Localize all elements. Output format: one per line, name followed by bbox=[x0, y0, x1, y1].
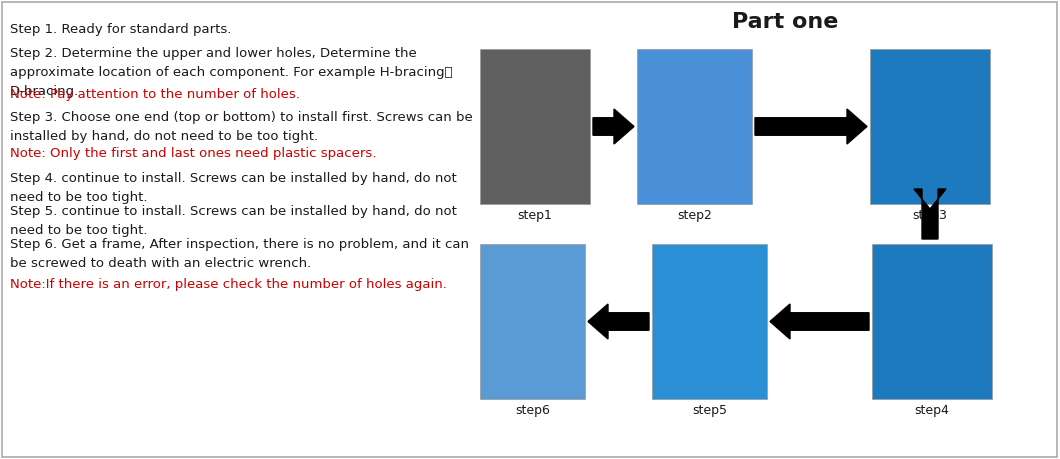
Bar bbox=[870, 50, 990, 205]
Bar bbox=[480, 245, 585, 399]
Bar bbox=[652, 245, 767, 399]
Bar bbox=[872, 245, 992, 399]
Text: Note: Only the first and last ones need plastic spacers.: Note: Only the first and last ones need … bbox=[10, 147, 376, 160]
Text: Step 1. Ready for standard parts.: Step 1. Ready for standard parts. bbox=[10, 23, 231, 36]
Text: Step 3. Choose one end (top or bottom) to install first. Screws can be
installed: Step 3. Choose one end (top or bottom) t… bbox=[10, 111, 473, 143]
Text: step3: step3 bbox=[913, 208, 948, 222]
Text: Note: Pay attention to the number of holes.: Note: Pay attention to the number of hol… bbox=[10, 88, 300, 101]
Text: step5: step5 bbox=[692, 403, 727, 416]
Text: Step 5. continue to install. Screws can be installed by hand, do not
need to be : Step 5. continue to install. Screws can … bbox=[10, 205, 457, 236]
Polygon shape bbox=[755, 110, 867, 145]
Polygon shape bbox=[770, 304, 869, 339]
Text: Part one: Part one bbox=[731, 12, 838, 32]
Bar bbox=[480, 50, 590, 205]
Text: step1: step1 bbox=[517, 208, 552, 222]
Bar bbox=[637, 50, 752, 205]
Polygon shape bbox=[914, 190, 946, 240]
Polygon shape bbox=[593, 110, 634, 145]
Text: Step 2. Determine the upper and lower holes, Determine the
approximate location : Step 2. Determine the upper and lower ho… bbox=[10, 47, 453, 98]
Text: step6: step6 bbox=[515, 403, 550, 416]
Polygon shape bbox=[588, 304, 649, 339]
Text: step2: step2 bbox=[677, 208, 712, 222]
Text: step4: step4 bbox=[915, 403, 950, 416]
Text: Step 4. continue to install. Screws can be installed by hand, do not
need to be : Step 4. continue to install. Screws can … bbox=[10, 172, 457, 203]
Text: Note:If there is an error, please check the number of holes again.: Note:If there is an error, please check … bbox=[10, 277, 447, 291]
Text: Step 6. Get a frame, After inspection, there is no problem, and it can
be screwe: Step 6. Get a frame, After inspection, t… bbox=[10, 237, 469, 269]
